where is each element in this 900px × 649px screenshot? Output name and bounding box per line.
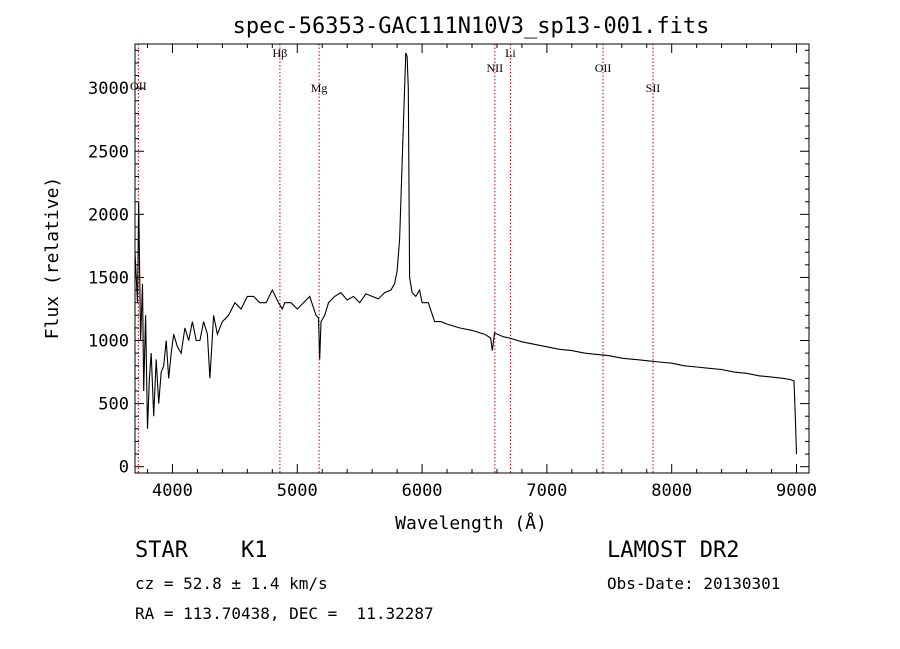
- x-axis-ticks: 4000 5000 6000 7000 8000 9000: [146, 44, 817, 501]
- survey-name: LAMOST DR2: [607, 538, 740, 563]
- marker-label-hβ: Hβ: [273, 46, 288, 60]
- x-tick-label: 8000: [651, 481, 692, 501]
- redshift-velocity: cz = 52.8 ± 1.4 km/s: [135, 574, 328, 593]
- plot-frame: [134, 43, 810, 474]
- marker-label-nii: NII: [487, 61, 504, 75]
- observation-date: Obs-Date: 20130301: [607, 574, 781, 593]
- y-axis-label: Flux (relative): [42, 177, 63, 340]
- marker-label-sii: SII: [646, 81, 661, 95]
- marker-label-oii: OII: [130, 79, 147, 93]
- marker-label-mg: Mg: [311, 81, 328, 95]
- marker-label-oii: OII: [595, 61, 612, 75]
- chart-title: spec-56353-GAC111N10V3_sp13-001.fits: [233, 14, 710, 39]
- y-tick-label: 0: [119, 458, 129, 478]
- x-tick-label: 4000: [152, 481, 193, 501]
- y-axis-ticks: 0 500 1000 1500 2000 2500 3000: [88, 49, 809, 478]
- coordinates: RA = 113.70438, DEC = 11.32287: [135, 604, 434, 623]
- object-class: STAR: [135, 538, 188, 563]
- object-subclass: K1: [241, 538, 268, 563]
- y-tick-label: 2500: [88, 142, 129, 162]
- x-tick-label: 9000: [776, 481, 817, 501]
- y-tick-label: 1000: [88, 332, 129, 352]
- marker-label-li: Li: [505, 46, 516, 60]
- y-tick-label: 1500: [88, 268, 129, 288]
- x-tick-label: 7000: [526, 481, 567, 501]
- x-axis-label: Wavelength (Å): [395, 512, 547, 534]
- spectrum-series-line: [134, 52, 798, 455]
- y-tick-label: 500: [98, 395, 129, 415]
- x-tick-label: 6000: [402, 481, 443, 501]
- y-tick-label: 3000: [88, 79, 129, 99]
- x-tick-label: 5000: [277, 481, 318, 501]
- y-tick-label: 2000: [88, 205, 129, 225]
